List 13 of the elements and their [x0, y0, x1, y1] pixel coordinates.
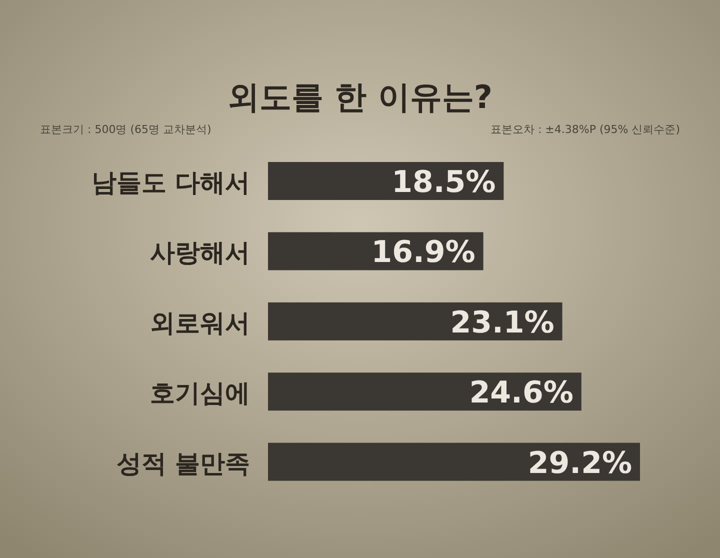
y-tick-label: 남들도 다해서: [91, 168, 250, 197]
y-tick-label: 사랑해서: [150, 238, 250, 268]
data-label: 16.9%: [371, 235, 476, 270]
text: 표본오차 : ±4.38%P (95% 신뢰수준): [490, 123, 680, 136]
y-tick-label: 외로워서: [150, 308, 250, 338]
y-tick-label: 호기심에: [150, 378, 250, 408]
data-label: 18.5%: [392, 165, 496, 200]
chart-title: 외도를 한 이유는?: [228, 78, 492, 116]
text: 표본크기 : 500명 (65명 교차분석): [40, 123, 212, 136]
data-label: 23.1%: [450, 305, 554, 340]
data-label: 24.6%: [469, 376, 574, 411]
y-tick-label: 성적 불만족: [116, 448, 250, 478]
data-label: 29.2%: [528, 446, 632, 481]
